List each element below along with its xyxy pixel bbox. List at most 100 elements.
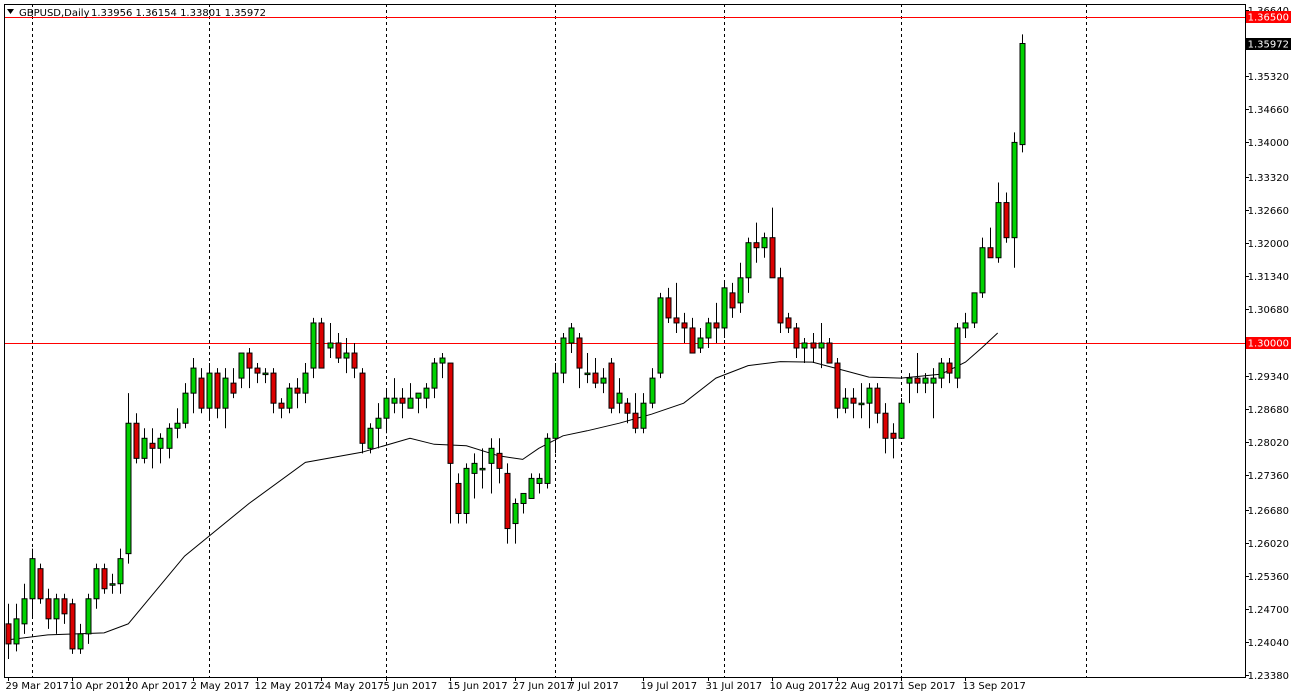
bullish-candle	[898, 398, 905, 439]
bullish-candle	[745, 237, 752, 293]
candle-body	[681, 322, 688, 329]
candle-body	[367, 427, 374, 449]
candle-body	[544, 437, 551, 484]
candle-body	[850, 397, 857, 404]
candle-body	[576, 337, 583, 369]
candle-body	[560, 337, 567, 374]
candle-body	[705, 322, 712, 339]
candle-body	[890, 432, 897, 439]
bearish-candle	[1003, 192, 1010, 243]
bullish-candle	[302, 363, 309, 404]
y-tick-label: 1.24700	[1248, 605, 1289, 616]
bullish-candle	[616, 378, 623, 414]
price-tags: 1.36500 1.30000 1.35972	[1246, 11, 1291, 350]
bullish-candle	[125, 393, 132, 564]
candle-body	[391, 397, 398, 404]
bearish-candle	[37, 563, 44, 604]
triangle-down-icon[interactable]	[7, 9, 14, 14]
candle-body	[343, 352, 350, 359]
bearish-candle	[987, 227, 994, 259]
candle-body	[649, 377, 656, 404]
bullish-candle	[262, 368, 269, 384]
bullish-candle	[528, 473, 535, 499]
bearish-candle	[149, 428, 156, 469]
bearish-candle	[133, 413, 140, 464]
level-price-tag: 1.30000	[1246, 337, 1291, 350]
bearish-candle	[318, 317, 325, 369]
bullish-candle	[93, 563, 100, 609]
candle-body	[399, 397, 406, 404]
candle-body	[21, 598, 28, 625]
y-tick-label: 1.34000	[1248, 138, 1289, 149]
x-tick-label: 29 Mar 2017	[6, 681, 69, 692]
bullish-candle	[29, 548, 36, 619]
candle-body	[801, 342, 808, 349]
bullish-candle	[818, 322, 825, 369]
y-tick-label: 1.30680	[1248, 305, 1289, 316]
candle-body	[834, 362, 841, 409]
level-price-tag: 1.36500	[1246, 11, 1291, 24]
bearish-candle	[826, 337, 833, 364]
candle-body	[946, 362, 953, 374]
bullish-candle	[560, 332, 567, 384]
bearish-candle	[45, 588, 52, 629]
bearish-candle	[769, 207, 776, 279]
candle-body	[536, 477, 543, 484]
bearish-candle	[278, 398, 285, 419]
candle-body	[552, 372, 559, 439]
x-tick-label: 20 Apr 2017	[126, 681, 188, 692]
bearish-candle	[335, 332, 342, 364]
bearish-candle	[399, 388, 406, 419]
bearish-candle	[681, 312, 688, 344]
x-tick-label: 10 Aug 2017	[770, 681, 834, 692]
candle-body	[624, 402, 631, 414]
candle-body	[53, 598, 60, 620]
bearish-candle	[447, 362, 454, 524]
bearish-candle	[834, 358, 841, 419]
bullish-candle	[584, 353, 591, 384]
y-tick-label: 1.31340	[1248, 272, 1289, 283]
candle-body	[745, 242, 752, 279]
chart-header: GBPUSD,Daily 1.33956 1.36154 1.33801 1.3…	[7, 8, 266, 19]
candle-body	[971, 292, 978, 324]
candle-body	[447, 362, 454, 464]
bearish-candle	[793, 322, 800, 359]
bearish-candle	[496, 438, 503, 484]
bullish-candle	[13, 603, 20, 652]
candle-body	[584, 372, 591, 376]
candle-body	[222, 377, 229, 409]
bullish-candle	[310, 317, 317, 379]
candle-body	[479, 467, 486, 471]
candle-body	[359, 372, 366, 444]
level-price-tag-label: 1.36500	[1248, 13, 1289, 24]
bullish-candle	[512, 498, 519, 544]
y-tick-label: 1.29340	[1248, 372, 1289, 383]
candle-body	[254, 367, 261, 374]
bullish-candle	[190, 358, 197, 414]
bearish-candle	[504, 463, 511, 544]
candle-body	[504, 472, 511, 530]
bearish-candle	[810, 332, 817, 364]
y-tick-label: 1.23380	[1248, 671, 1289, 682]
bearish-candle	[214, 368, 221, 419]
bearish-candle	[914, 353, 921, 394]
bullish-candle	[327, 322, 334, 359]
bearish-candle	[455, 473, 462, 524]
bullish-candle	[375, 403, 382, 449]
candle-body	[898, 402, 905, 439]
bullish-candle	[479, 448, 486, 489]
candle-body	[383, 397, 390, 419]
ohlc-readout: 1.33956 1.36154 1.33801 1.35972	[91, 8, 266, 19]
bullish-candle	[343, 337, 350, 374]
candle-body	[657, 297, 664, 374]
candle-body	[632, 412, 639, 429]
x-tick-label: 24 May 2017	[319, 681, 384, 692]
candle-body	[133, 422, 140, 459]
plot-border	[4, 4, 1246, 678]
bullish-candle	[906, 373, 913, 404]
x-tick-label: 31 Jul 2017	[706, 681, 763, 692]
bullish-candle	[568, 322, 575, 354]
